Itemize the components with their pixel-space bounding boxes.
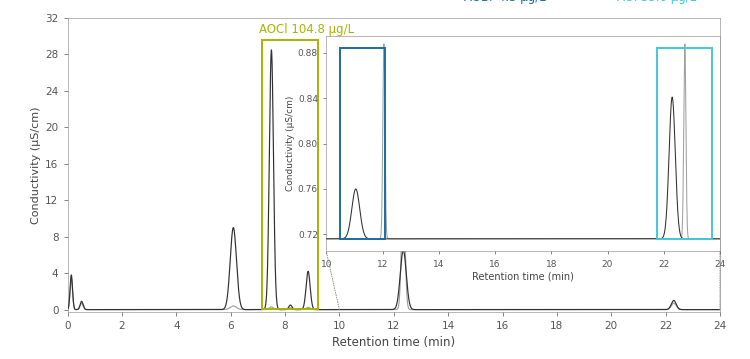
- Y-axis label: Conductivity (μS/cm): Conductivity (μS/cm): [286, 96, 295, 191]
- Bar: [657, 48, 712, 239]
- Text: AOCl 104.8 μg/L: AOCl 104.8 μg/L: [260, 23, 354, 36]
- Y-axis label: Conductivity (μS/cm): Conductivity (μS/cm): [31, 106, 41, 224]
- X-axis label: Retention time (min): Retention time (min): [332, 336, 455, 349]
- Text: AOI 35.0 μg/L: AOI 35.0 μg/L: [616, 0, 696, 4]
- Bar: [340, 48, 386, 239]
- X-axis label: Retention time (min): Retention time (min): [472, 271, 574, 281]
- Bar: [262, 39, 318, 309]
- Text: AOBr 4.3 μg/L: AOBr 4.3 μg/L: [464, 0, 546, 4]
